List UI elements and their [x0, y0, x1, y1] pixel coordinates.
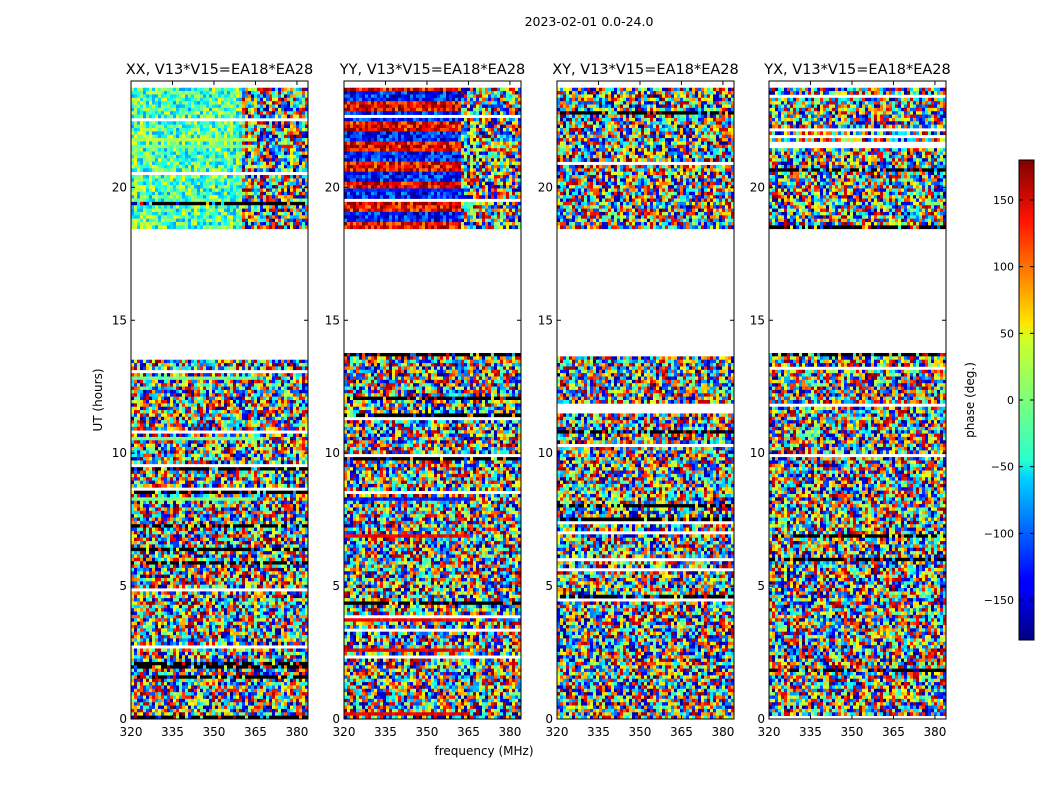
x-axis-label: frequency (MHz) — [434, 744, 533, 758]
y-tick-label: 10 — [750, 446, 765, 460]
x-tick-label: 365 — [670, 725, 693, 739]
panel-title: YX, V13*V15=EA18*EA28 — [763, 62, 950, 78]
y-tick-label: 15 — [325, 313, 340, 327]
colorbar-tick-label: −100 — [984, 527, 1014, 540]
y-tick-label: 5 — [757, 579, 765, 593]
phase-heatmap-yx — [769, 88, 946, 716]
panel-title: YY, V13*V15=EA18*EA28 — [339, 62, 525, 78]
y-tick-label: 5 — [119, 579, 127, 593]
y-tick-label: 15 — [750, 313, 765, 327]
figure-suptitle: 2023-02-01 0.0-24.0 — [525, 14, 654, 29]
y-tick-label: 0 — [757, 712, 765, 726]
x-tick-label: 365 — [244, 725, 267, 739]
y-tick-label: 20 — [538, 180, 553, 194]
x-tick-label: 380 — [923, 725, 946, 739]
y-tick-label: 0 — [545, 712, 553, 726]
y-tick-label: 5 — [332, 579, 340, 593]
colorbar-tick-label: 0 — [1007, 394, 1014, 407]
panels: XX, V13*V15=EA18*EA28 320 335 350 365 380 0 5 10… — [112, 62, 951, 739]
panel-xx: XX, V13*V15=EA18*EA28 320 335 350 365 380 0 5 10… — [112, 62, 314, 739]
x-tick-label: 320 — [333, 725, 356, 739]
x-tick-label: 365 — [457, 725, 480, 739]
x-tick-label: 335 — [799, 725, 822, 739]
panel-xy: XY, V13*V15=EA18*EA28 320 335 350 365 380 0 5 10… — [538, 62, 739, 739]
y-tick-label: 10 — [112, 446, 127, 460]
x-tick-label: 350 — [841, 725, 864, 739]
y-axis-label: UT (hours) — [91, 368, 105, 431]
panel-yy: YY, V13*V15=EA18*EA28 320 335 350 365 380 0 5 10… — [325, 62, 525, 739]
x-tick-label: 380 — [285, 725, 308, 739]
x-tick-label: 365 — [882, 725, 905, 739]
panel-title: XX, V13*V15=EA18*EA28 — [126, 62, 314, 78]
panel-yx: YX, V13*V15=EA18*EA28 320 335 350 365 380 0 5 10… — [750, 62, 951, 739]
x-tick-label: 335 — [161, 725, 184, 739]
x-tick-label: 350 — [416, 725, 439, 739]
phase-heatmap-xy — [557, 88, 734, 720]
y-tick-label: 20 — [750, 180, 765, 194]
x-tick-label: 350 — [203, 725, 226, 739]
x-tick-label: 320 — [546, 725, 569, 739]
phase-heatmap-xx — [131, 88, 308, 720]
colorbar-tick-label: 150 — [993, 194, 1014, 207]
x-tick-label: 335 — [374, 725, 397, 739]
colorbar-tick-label: −50 — [991, 461, 1014, 474]
y-tick-label: 20 — [325, 180, 340, 194]
colorbar-label: phase (deg.) — [963, 362, 977, 438]
y-tick-label: 0 — [119, 712, 127, 726]
colorbar-tick-label: 100 — [993, 261, 1014, 274]
figure: 2023-02-01 0.0-24.0 XX, V13*V15=EA18*EA2… — [0, 0, 1050, 800]
x-tick-label: 380 — [498, 725, 521, 739]
y-tick-label: 20 — [112, 180, 127, 194]
colorbar: −150 −100 −50 0 50 100 150 phase (deg.) — [963, 160, 1034, 640]
y-tick-label: 10 — [325, 446, 340, 460]
x-tick-label: 380 — [711, 725, 734, 739]
x-tick-label: 320 — [120, 725, 143, 739]
x-tick-label: 350 — [629, 725, 652, 739]
x-tick-label: 335 — [587, 725, 610, 739]
colorbar-tick-label: 50 — [1000, 327, 1014, 340]
panel-title: XY, V13*V15=EA18*EA28 — [552, 62, 738, 78]
y-tick-label: 0 — [332, 712, 340, 726]
colorbar-tick-label: −150 — [984, 594, 1014, 607]
phase-heatmap-yy — [344, 88, 521, 720]
y-tick-label: 10 — [538, 446, 553, 460]
x-tick-label: 320 — [758, 725, 781, 739]
y-tick-label: 15 — [112, 313, 127, 327]
y-tick-label: 15 — [538, 313, 553, 327]
y-tick-label: 5 — [545, 579, 553, 593]
